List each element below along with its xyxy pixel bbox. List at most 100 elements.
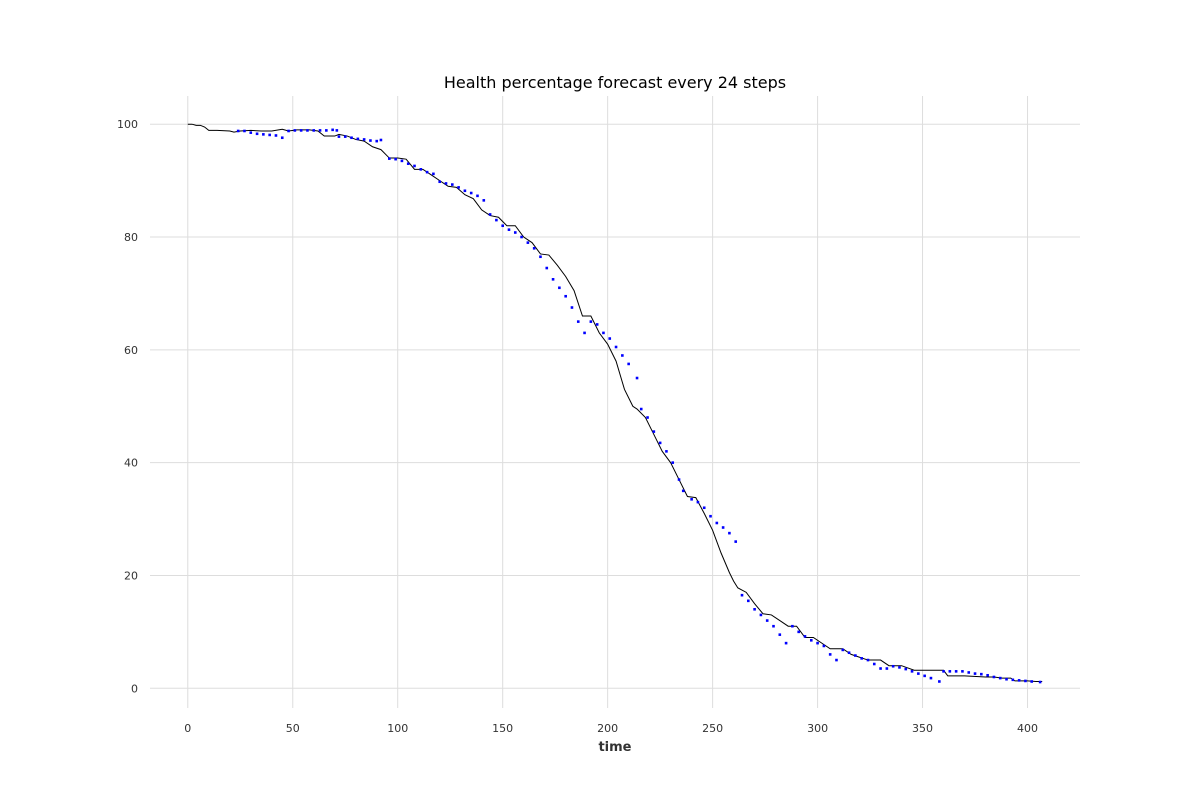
forecast-point [910, 670, 914, 673]
forecast-point [280, 136, 284, 140]
forecast-point [898, 666, 901, 669]
forecast-point [507, 228, 511, 231]
forecast-point [980, 672, 983, 676]
forecast-point [614, 345, 618, 349]
forecast-point [828, 653, 832, 656]
x-tick-label: 0 [184, 722, 191, 735]
forecast-point [841, 648, 845, 652]
forecast-point [702, 506, 706, 510]
forecast-point [375, 139, 379, 143]
x-tick-label: 50 [286, 722, 300, 735]
forecast-point [274, 134, 278, 137]
forecast-point [526, 241, 530, 244]
forecast-point [1017, 679, 1021, 682]
forecast-point [677, 478, 681, 481]
y-tick-label: 60 [124, 344, 138, 357]
y-tick-label: 20 [124, 569, 138, 582]
tick-labels: 0 50 100 150 200 250 300 350 400 0 20 40 60 80 100 [117, 118, 1038, 735]
forecast-point [986, 673, 989, 677]
forecast-point [318, 129, 322, 132]
forecast-point [948, 670, 952, 673]
forecast-point [791, 624, 794, 628]
forecast-point [816, 641, 819, 645]
forecast-point [721, 526, 725, 529]
forecast-point [476, 194, 479, 198]
forecast-point [438, 180, 442, 184]
forecast-point [917, 672, 920, 675]
forecast-series [236, 128, 1042, 684]
forecast-point [747, 599, 750, 603]
forecast-point [998, 676, 1002, 680]
x-tick-label: 200 [597, 722, 618, 735]
actual-series-line [187, 123, 1043, 682]
forecast-point [740, 593, 744, 597]
forecast-point [451, 183, 454, 186]
forecast-point [495, 218, 498, 222]
forecast-point [973, 672, 977, 675]
forecast-point [350, 136, 353, 140]
forecast-point [759, 613, 763, 617]
forecast-point [1030, 680, 1034, 683]
forecast-point [243, 129, 246, 133]
forecast-point [635, 376, 639, 380]
forecast-point [809, 639, 813, 642]
forecast-point [312, 129, 316, 132]
forecast-point [1011, 678, 1015, 682]
forecast-point [992, 675, 996, 679]
forecast-point [709, 514, 712, 518]
forecast-point [1005, 677, 1008, 681]
forecast-point [293, 129, 297, 132]
forecast-point [891, 664, 895, 668]
forecast-point [734, 540, 738, 543]
forecast-point [444, 182, 448, 185]
forecast-point [929, 676, 933, 680]
forecast-point [1038, 680, 1042, 684]
forecast-point [325, 129, 328, 132]
forecast-point [715, 521, 719, 525]
forecast-point [665, 450, 668, 453]
forecast-point [954, 670, 958, 673]
forecast-point [299, 129, 303, 132]
forecast-point [602, 331, 605, 335]
forecast-point [356, 137, 360, 141]
forecast-point [570, 306, 574, 309]
forecast-point [658, 441, 662, 445]
forecast-point [671, 461, 675, 464]
forecast-point [532, 246, 536, 250]
forecast-point [457, 186, 460, 189]
x-tick-label: 250 [702, 722, 723, 735]
forecast-point [513, 231, 517, 234]
forecast-point [652, 430, 656, 433]
forecast-point [501, 224, 504, 228]
x-axis-title: time [598, 740, 631, 755]
forecast-point [696, 500, 700, 504]
forecast-point [835, 658, 838, 662]
forecast-point [639, 407, 643, 411]
forecast-point [646, 416, 649, 419]
forecast-point [520, 235, 523, 239]
x-tick-label: 300 [807, 722, 828, 735]
forecast-point [488, 213, 492, 216]
forecast-point [463, 189, 467, 193]
forecast-point [923, 674, 926, 678]
forecast-point [394, 157, 397, 161]
forecast-point [608, 337, 612, 340]
forecast-point [797, 630, 800, 634]
forecast-point [576, 320, 580, 323]
forecast-point [236, 129, 240, 133]
forecast-point [621, 354, 624, 357]
chart-title: Health percentage forecast every 24 step… [444, 73, 786, 92]
forecast-point [1024, 679, 1027, 683]
forecast-point [822, 644, 826, 648]
forecast-point [753, 607, 756, 611]
forecast-point [369, 139, 372, 142]
forecast-point [879, 667, 882, 670]
forecast-point [765, 619, 769, 622]
forecast-point [938, 680, 941, 683]
forecast-point [551, 278, 555, 281]
forecast-point [335, 129, 339, 132]
x-tick-label: 150 [492, 722, 513, 735]
forecast-point [262, 133, 265, 136]
